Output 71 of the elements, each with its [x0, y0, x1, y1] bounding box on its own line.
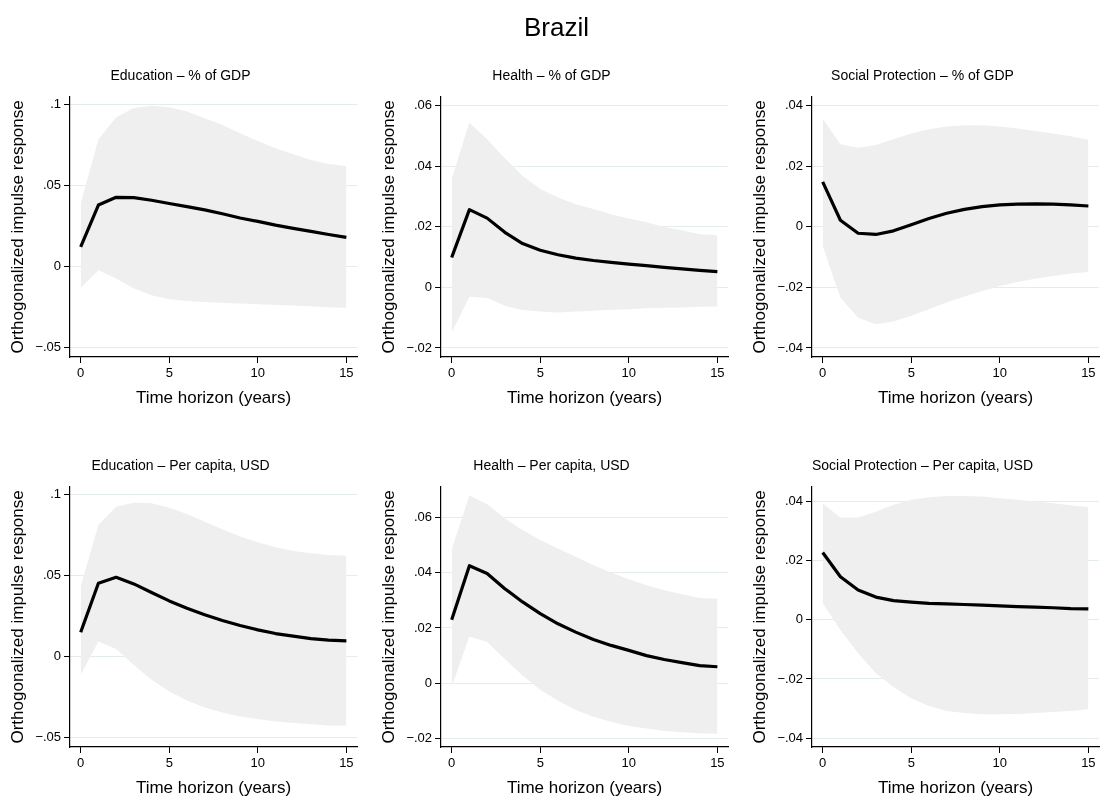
- y-tick-label: −.04: [777, 339, 804, 355]
- x-axis-title: Time horizon (years): [877, 778, 1034, 798]
- y-tick-label: .04: [413, 564, 433, 580]
- y-tick-label: .04: [784, 97, 804, 113]
- x-tick-label: 10: [250, 365, 266, 381]
- x-tick-label: 15: [710, 755, 725, 771]
- chart-title: Social Protection – % of GDP: [831, 67, 1014, 84]
- x-tick-label: 0: [77, 755, 85, 771]
- chart-title: Health – % of GDP: [492, 67, 611, 84]
- x-tick-label: 15: [1081, 365, 1096, 381]
- x-tick-label: 10: [992, 365, 1008, 381]
- text: Brazil: [523, 12, 590, 43]
- y-axis-title: Orthogonalized impulse response: [749, 490, 769, 744]
- chart-title: Education – Per capita, USD: [91, 457, 270, 474]
- x-tick-label: 5: [165, 365, 173, 381]
- y-tick-label: 0: [53, 258, 62, 274]
- y-tick-label: 0: [424, 278, 433, 294]
- x-tick-label: 5: [536, 755, 544, 771]
- x-axis-title: Time horizon (years): [135, 778, 292, 798]
- y-tick-label: 0: [795, 611, 804, 627]
- x-tick-label: 5: [907, 755, 915, 771]
- y-tick-label: .06: [413, 97, 433, 113]
- y-axis-title: Orthogonalized impulse response: [378, 100, 398, 354]
- y-tick-label: .04: [784, 493, 804, 509]
- y-tick-label: 0: [795, 218, 804, 234]
- y-tick-label: .1: [50, 96, 62, 112]
- y-axis-title: Orthogonalized impulse response: [378, 490, 398, 744]
- y-tick-label: .05: [42, 567, 62, 583]
- x-axis-title: Time horizon (years): [506, 388, 663, 408]
- y-tick-label: .06: [413, 508, 433, 524]
- y-axis-title: Orthogonalized impulse response: [7, 490, 27, 744]
- y-tick-label: 0: [424, 674, 433, 690]
- x-tick-label: 0: [448, 365, 456, 381]
- x-axis-title: Time horizon (years): [506, 778, 663, 798]
- x-tick-label: 10: [621, 365, 637, 381]
- x-axis-title: Time horizon (years): [877, 388, 1034, 408]
- y-tick-label: 0: [53, 648, 62, 664]
- y-tick-label: −.05: [35, 338, 62, 354]
- x-tick-label: 15: [339, 365, 354, 381]
- x-axis-title: Time horizon (years): [135, 388, 292, 408]
- x-tick-label: 10: [250, 755, 266, 771]
- y-tick-label: −.04: [777, 729, 804, 745]
- y-tick-label: −.05: [35, 728, 62, 744]
- y-tick-label: .02: [413, 619, 433, 635]
- y-tick-label: −.02: [406, 339, 433, 355]
- y-tick-label: .02: [413, 218, 433, 234]
- x-tick-label: 0: [819, 755, 827, 771]
- x-tick-label: 15: [710, 365, 725, 381]
- y-tick-label: .02: [784, 552, 804, 568]
- chart-title: Health – Per capita, USD: [473, 457, 630, 474]
- x-tick-label: 0: [819, 365, 827, 381]
- x-tick-label: 0: [448, 755, 456, 771]
- x-tick-label: 10: [621, 755, 637, 771]
- y-tick-label: −.02: [406, 730, 433, 746]
- y-tick-label: −.02: [777, 670, 804, 686]
- x-tick-label: 15: [339, 755, 354, 771]
- y-tick-label: .1: [50, 486, 62, 502]
- y-tick-label: −.02: [777, 278, 804, 294]
- y-tick-label: .04: [413, 157, 433, 173]
- y-axis-title: Orthogonalized impulse response: [749, 100, 769, 354]
- x-tick-label: 5: [536, 365, 544, 381]
- y-tick-label: .02: [784, 157, 804, 173]
- x-tick-label: 15: [1081, 755, 1096, 771]
- x-tick-label: 5: [165, 755, 173, 771]
- chart-title: Social Protection – Per capita, USD: [812, 457, 1033, 474]
- chart-title: Education – % of GDP: [110, 67, 251, 84]
- y-tick-label: .05: [42, 177, 62, 193]
- x-tick-label: 5: [907, 365, 915, 381]
- x-tick-label: 10: [992, 755, 1008, 771]
- y-axis-title: Orthogonalized impulse response: [7, 100, 27, 354]
- x-tick-label: 0: [77, 365, 85, 381]
